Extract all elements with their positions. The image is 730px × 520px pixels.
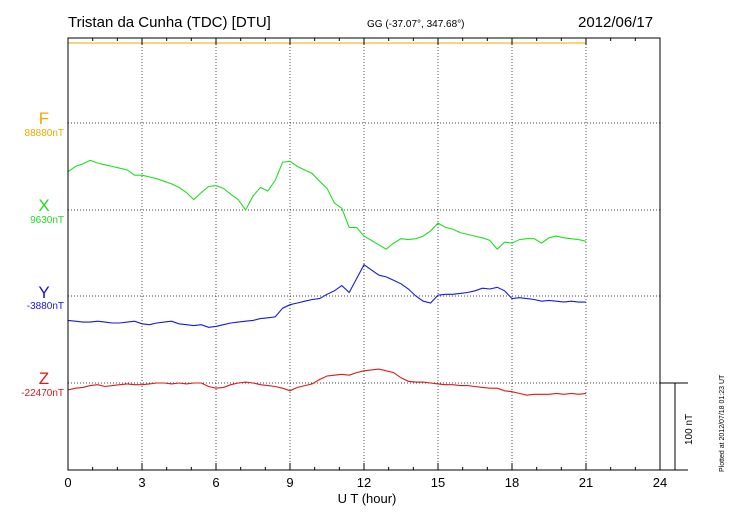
trace-z — [67, 368, 587, 396]
x-tick-label: 15 — [431, 475, 445, 490]
plotted-timestamp: Plotted at 2012/07/18 01:23 UT — [719, 374, 726, 472]
x-tick-label: 24 — [653, 475, 667, 490]
component-label-z: Z — [39, 369, 49, 388]
x-ticks: 0 3 6 9 12 15 18 21 24 — [64, 38, 667, 490]
trace-x — [67, 159, 587, 251]
date-label: 2012/06/17 — [578, 14, 653, 31]
x-tick-label: 18 — [505, 475, 519, 490]
scale-bar: 100 nT — [660, 382, 695, 471]
scale-bar-label: 100 nT — [684, 414, 695, 445]
baseline-value-x: 9630nT — [30, 215, 64, 226]
x-tick-label: 12 — [357, 475, 371, 490]
x-axis-label: U T (hour) — [338, 491, 397, 506]
component-label-y: Y — [38, 283, 49, 302]
component-label-x: X — [38, 196, 49, 215]
baseline-value-z: -22470nT — [21, 388, 64, 399]
trace-y — [67, 263, 586, 328]
x-tick-label: 9 — [286, 475, 293, 490]
baseline-value-y: -3880nT — [27, 301, 64, 312]
x-tick-label: 3 — [138, 475, 145, 490]
component-label-f: F — [39, 109, 49, 128]
data-traces — [67, 42, 587, 396]
station-title: Tristan da Cunha (TDC) [DTU] — [68, 14, 271, 31]
baseline-value-f: 88880nT — [25, 128, 64, 139]
x-tick-label: 0 — [64, 475, 71, 490]
station-coordinates: GG (-37.07°, 347.68°) — [367, 19, 465, 30]
x-tick-label: 21 — [579, 475, 593, 490]
grid-lines — [68, 38, 660, 470]
x-tick-label: 6 — [212, 475, 219, 490]
